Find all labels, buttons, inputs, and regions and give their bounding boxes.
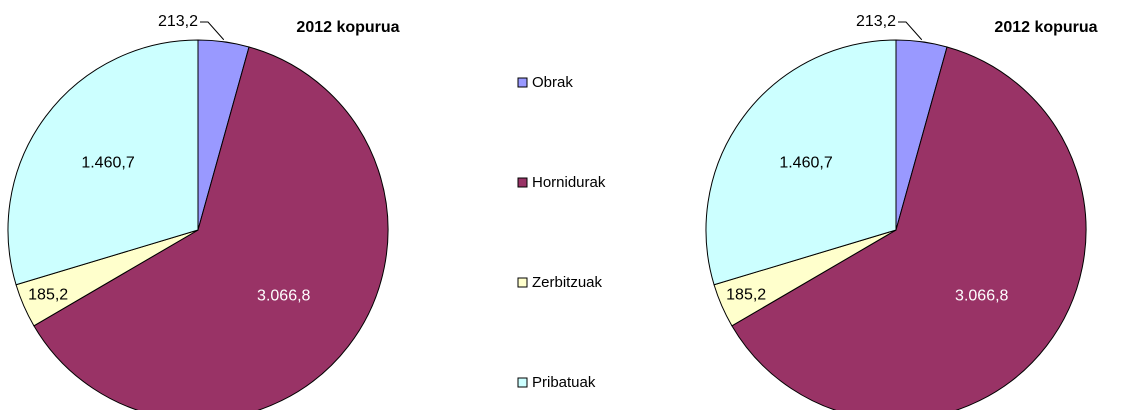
data-label: 213,2 — [158, 13, 198, 30]
data-label: 3.066,8 — [955, 287, 1008, 304]
chart-title: 2012 kopurua — [994, 19, 1097, 36]
pie-slice — [731, 46, 1087, 410]
leader-line — [898, 21, 923, 41]
legend-swatch — [517, 177, 528, 188]
leader-line — [200, 21, 225, 41]
data-label: 185,2 — [726, 286, 766, 303]
chart-title: 2012 kopurua — [296, 19, 399, 36]
data-label: 213,2 — [856, 13, 896, 30]
pie-slice — [33, 46, 389, 410]
data-label: 1.460,7 — [779, 154, 832, 171]
legend-swatch — [517, 277, 528, 288]
legend-label: Pribatuak — [532, 374, 596, 391]
pie-slice — [705, 39, 897, 286]
legend-label: Zerbitzuak — [532, 274, 603, 291]
legend-label: Hornidurak — [532, 174, 606, 191]
legend-swatch — [517, 377, 528, 388]
legend-label: Obrak — [532, 74, 573, 91]
legend-swatch — [517, 77, 528, 88]
data-label: 1.460,7 — [81, 154, 134, 171]
data-label: 3.066,8 — [257, 287, 310, 304]
data-label: 185,2 — [28, 286, 68, 303]
pie-slice — [7, 39, 199, 286]
